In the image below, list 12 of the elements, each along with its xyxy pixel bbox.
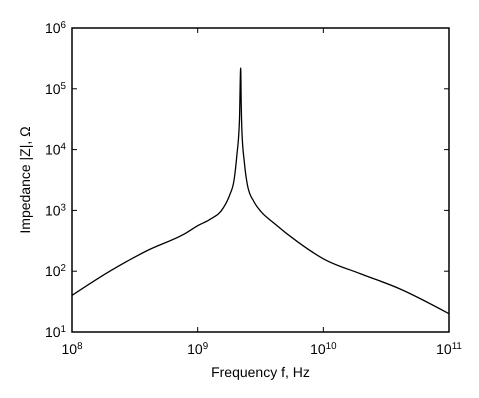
y-tick-label: 10$^{1}$ bbox=[44, 324, 66, 340]
y-tick-label: 10$^{4}$ bbox=[44, 141, 67, 158]
y-tick-label: 10$^{5}$ bbox=[44, 80, 67, 97]
y-tick-label: 10$^{3}$ bbox=[44, 202, 67, 218]
x-axis-title: Frequency f, Hz bbox=[211, 364, 310, 380]
x-tick-label: 10$^{8}$ bbox=[61, 340, 84, 357]
y-tick-label: 10$^{2}$ bbox=[44, 262, 66, 280]
x-tick-label: 10$^{10}$ bbox=[310, 340, 338, 357]
y-tick-label: 10$^{6}$ bbox=[44, 20, 67, 36]
y-axis-title: Impedance |Z|, Ω bbox=[17, 126, 33, 234]
x-tick-label: 10$^{9}$ bbox=[187, 340, 208, 357]
x-tick-label: 10$^{11}$ bbox=[436, 340, 462, 357]
